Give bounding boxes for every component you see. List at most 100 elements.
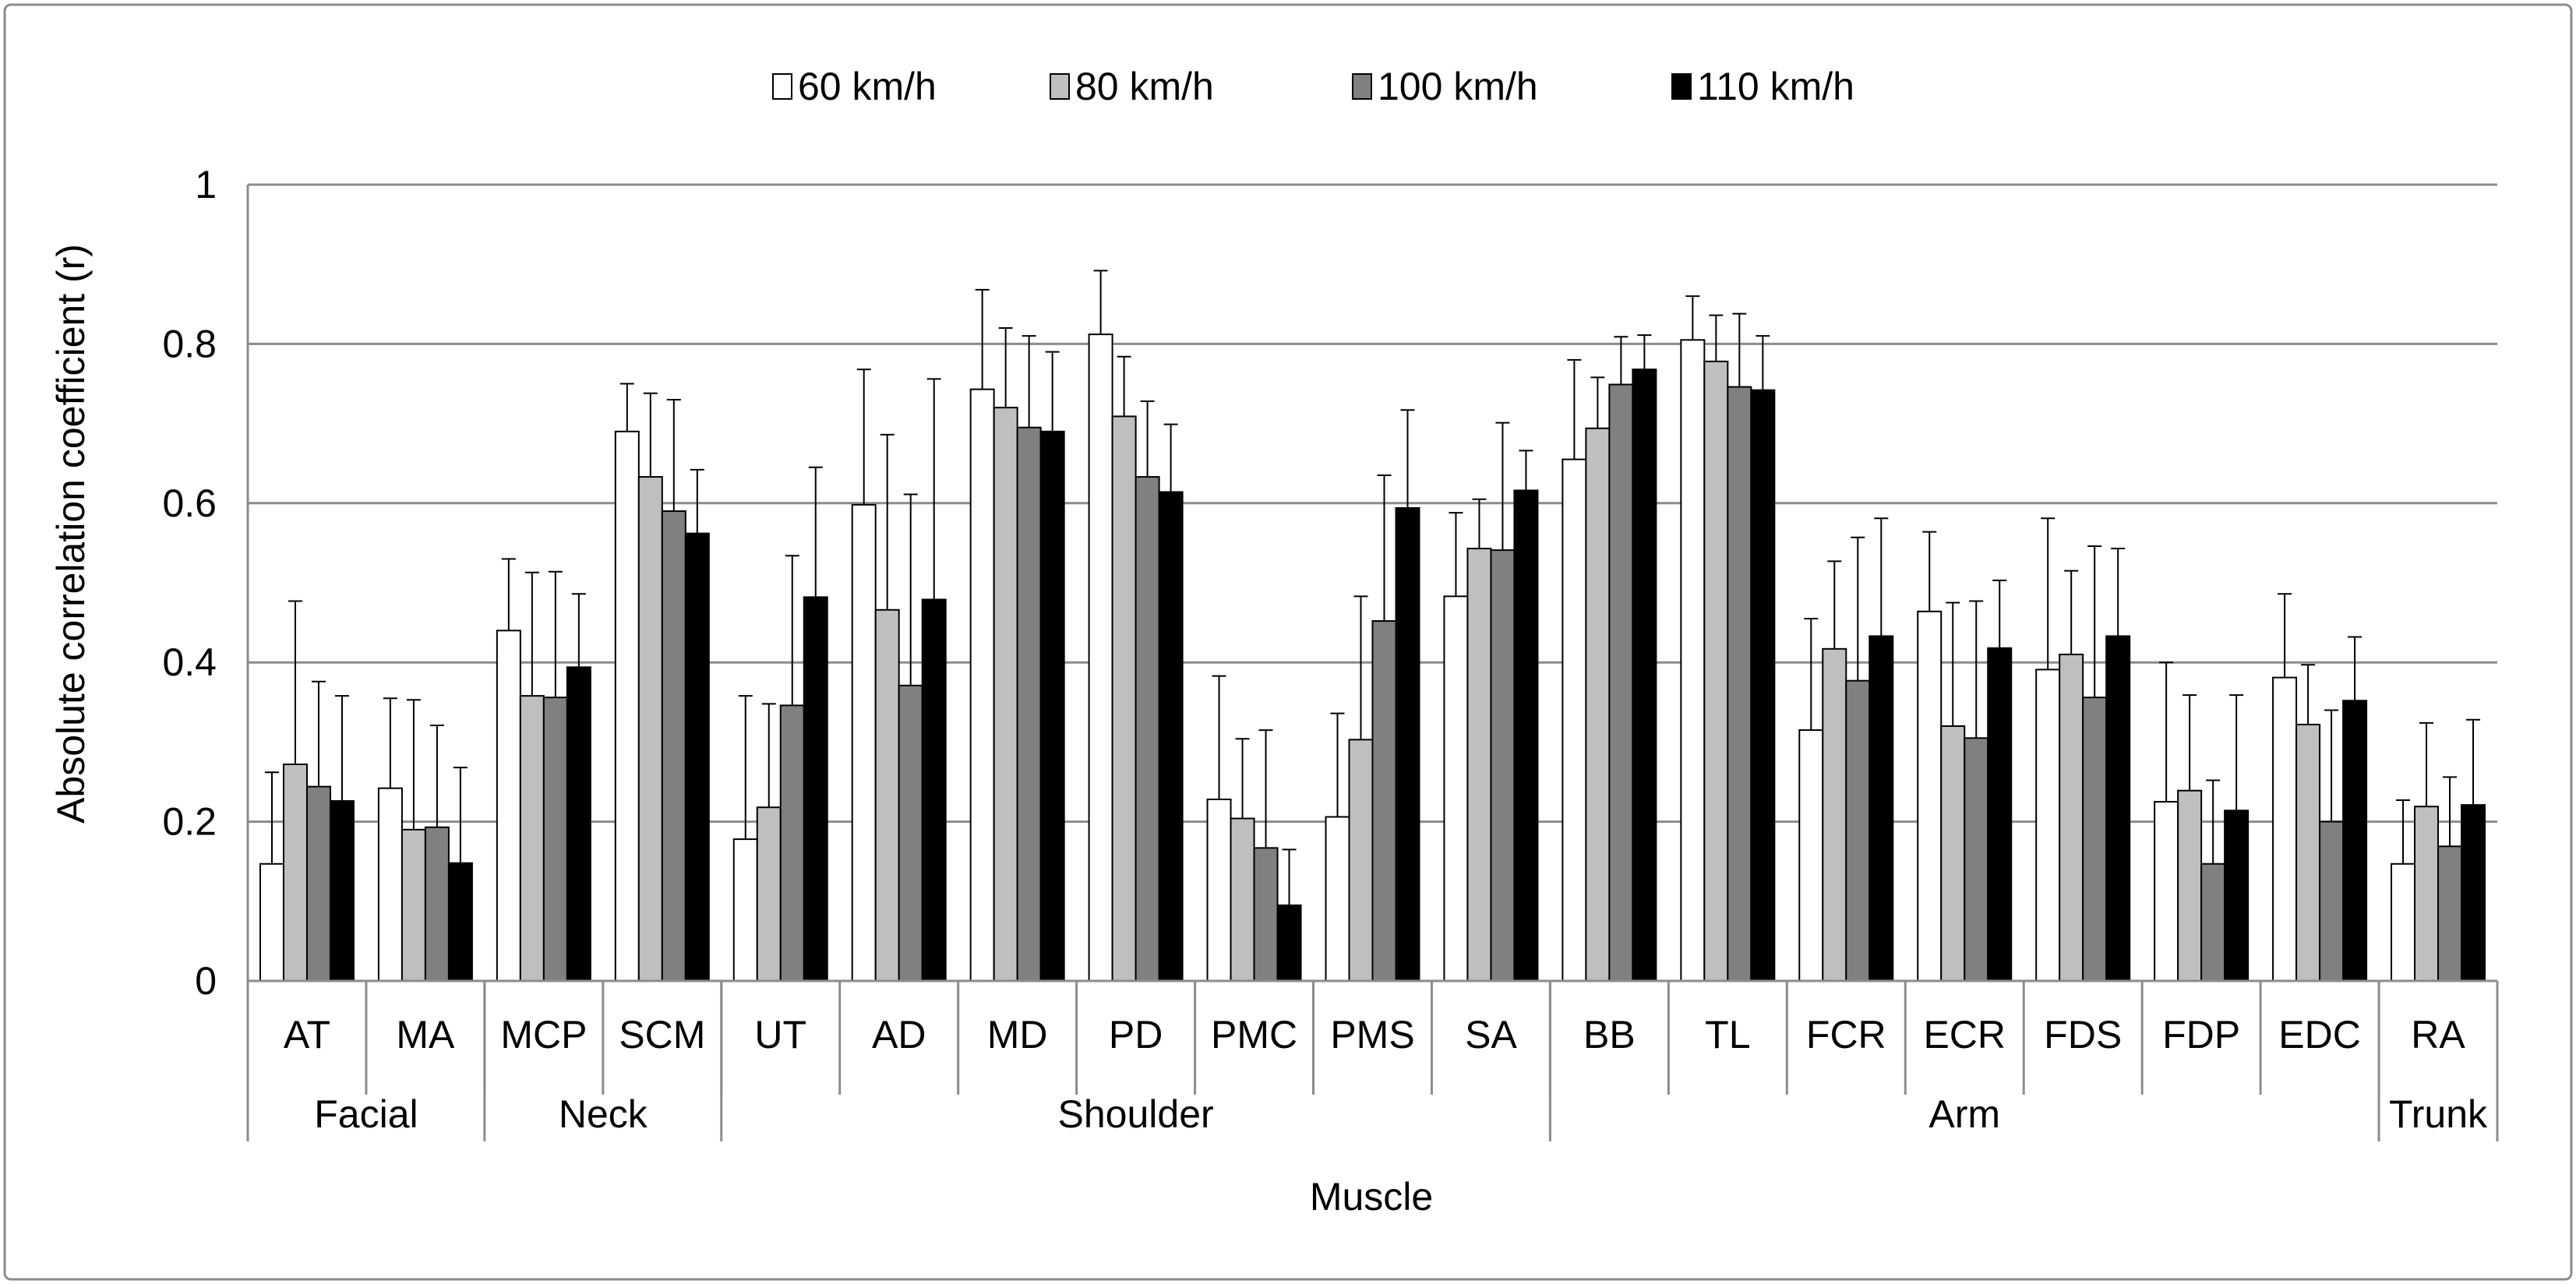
error-bar-ma-60-km-h (383, 697, 397, 788)
category-label-fdp: FDP (2162, 1013, 2240, 1056)
legend-label-80-km-h: 80 km/h (1075, 65, 1214, 108)
bar-ma-100-km-h (424, 826, 450, 982)
error-bar-pmc-110-km-h (1282, 848, 1297, 905)
bar-fdp-60-km-h (2154, 801, 2179, 982)
error-bar-ma-80-km-h (406, 699, 421, 830)
bar-ecr-80-km-h (1940, 725, 1966, 982)
bar-fcr-80-km-h (1822, 647, 1847, 982)
error-bar-ma-110-km-h (453, 767, 468, 863)
y-tick-label: 0.6 (162, 482, 217, 525)
bar-ut-100-km-h (779, 704, 805, 982)
error-bar-fcr-80-km-h (1827, 560, 1842, 649)
bar-mcp-80-km-h (519, 695, 545, 982)
error-bar-ra-110-km-h (2466, 718, 2481, 806)
bar-pd-110-km-h (1158, 491, 1184, 982)
legend-swatch-60-km-h (772, 73, 792, 100)
y-tick-label: 0 (195, 959, 217, 1003)
bar-fcr-60-km-h (1798, 729, 1824, 982)
bar-tl-110-km-h (1750, 389, 1776, 982)
error-bar-pmc-100-km-h (1258, 729, 1273, 848)
group-labels: Facial Neck Shoulder Arm Trunk (314, 1092, 2488, 1136)
error-bar-sa-110-km-h (1519, 450, 1533, 491)
legend-label-110-km-h: 110 km/h (1697, 65, 1854, 108)
bar-tl-100-km-h (1727, 386, 1752, 982)
y-tick-label: 1 (195, 163, 217, 206)
category-label-ut: UT (754, 1013, 806, 1056)
axes (246, 185, 2499, 1141)
legend-swatch-80-km-h (1050, 73, 1070, 100)
bar-fds-100-km-h (2082, 697, 2108, 982)
error-bar-scm-110-km-h (690, 468, 704, 534)
error-bar-ad-100-km-h (903, 493, 918, 686)
bar-pms-110-km-h (1395, 506, 1420, 982)
error-bar-at-110-km-h (334, 695, 349, 802)
y-tick-label: 0.2 (162, 800, 217, 844)
error-bar-mcp-100-km-h (548, 570, 563, 698)
bar-pms-100-km-h (1371, 620, 1397, 982)
category-label-ad: AD (872, 1013, 926, 1056)
category-label-at: AT (284, 1013, 330, 1056)
error-bar-pms-110-km-h (1400, 409, 1415, 508)
error-bar-ad-110-km-h (926, 378, 941, 600)
error-bar-fdp-60-km-h (2159, 661, 2174, 802)
error-bar-pmc-60-km-h (1212, 675, 1226, 799)
error-bar-tl-110-km-h (1756, 335, 1770, 390)
y-axis-tick-labels: 0 0.2 0.4 0.6 0.8 1 (162, 163, 217, 1003)
category-label-edc: EDC (2278, 1013, 2361, 1056)
error-bar-md-80-km-h (998, 326, 1013, 408)
error-bar-scm-80-km-h (643, 392, 658, 478)
bar-md-100-km-h (1016, 426, 1042, 982)
bar-pms-60-km-h (1325, 816, 1350, 982)
group-label-facial: Facial (314, 1092, 418, 1136)
bar-ad-110-km-h (921, 598, 947, 982)
bar-at-110-km-h (329, 800, 355, 982)
bar-scm-80-km-h (637, 476, 663, 982)
error-bar-fdp-100-km-h (2206, 779, 2221, 864)
error-bar-bb-110-km-h (1637, 334, 1652, 370)
bar-fds-110-km-h (2105, 635, 2131, 982)
error-bar-ecr-110-km-h (1992, 579, 2007, 648)
category-label-pd: PD (1109, 1013, 1163, 1056)
error-bar-fdp-110-km-h (2229, 694, 2244, 811)
error-bar-scm-60-km-h (619, 383, 634, 432)
bar-ad-100-km-h (898, 684, 923, 982)
error-bar-ra-100-km-h (2443, 776, 2458, 847)
error-bar-sa-80-km-h (1472, 498, 1487, 549)
category-label-ecr: ECR (1923, 1013, 2006, 1056)
category-label-bb: BB (1583, 1013, 1636, 1056)
bar-scm-60-km-h (614, 430, 640, 982)
error-bar-ad-60-km-h (856, 369, 871, 505)
legend-label-100-km-h: 100 km/h (1378, 65, 1538, 108)
category-label-ra: RA (2411, 1013, 2465, 1056)
category-label-fds: FDS (2044, 1013, 2122, 1056)
group-label-trunk: Trunk (2389, 1092, 2488, 1136)
error-bar-pd-80-km-h (1117, 355, 1131, 417)
bar-pmc-80-km-h (1230, 817, 1255, 982)
error-bar-pd-110-km-h (1163, 423, 1178, 492)
error-bar-edc-100-km-h (2324, 709, 2339, 822)
legend-swatch-110-km-h (1671, 73, 1692, 100)
category-label-pmc: PMC (1211, 1013, 1297, 1056)
error-bar-edc-80-km-h (2301, 664, 2316, 725)
bar-pd-60-km-h (1088, 333, 1113, 982)
error-bar-md-60-km-h (975, 288, 990, 390)
bar-pd-80-km-h (1111, 415, 1137, 982)
bar-sa-110-km-h (1513, 489, 1539, 982)
legend-swatch-100-km-h (1352, 73, 1372, 100)
category-label-ma: MA (396, 1013, 455, 1056)
error-bar-ad-80-km-h (880, 433, 895, 610)
error-bar-fds-100-km-h (2087, 545, 2102, 698)
bar-fdp-80-km-h (2177, 789, 2203, 982)
error-bar-mcp-60-km-h (501, 558, 516, 631)
bar-ecr-60-km-h (1917, 610, 1943, 982)
bar-pmc-60-km-h (1206, 798, 1232, 982)
bar-bb-110-km-h (1632, 369, 1657, 982)
legend-label-60-km-h: 60 km/h (798, 65, 937, 108)
category-label-pms: PMS (1330, 1013, 1414, 1056)
bar-mcp-60-km-h (496, 630, 521, 982)
bar-sa-60-km-h (1443, 595, 1469, 982)
error-bar-edc-110-km-h (2348, 636, 2363, 701)
bar-scm-110-km-h (684, 532, 710, 982)
error-bar-fds-110-km-h (2111, 548, 2126, 637)
group-label-arm: Arm (1928, 1092, 2000, 1136)
